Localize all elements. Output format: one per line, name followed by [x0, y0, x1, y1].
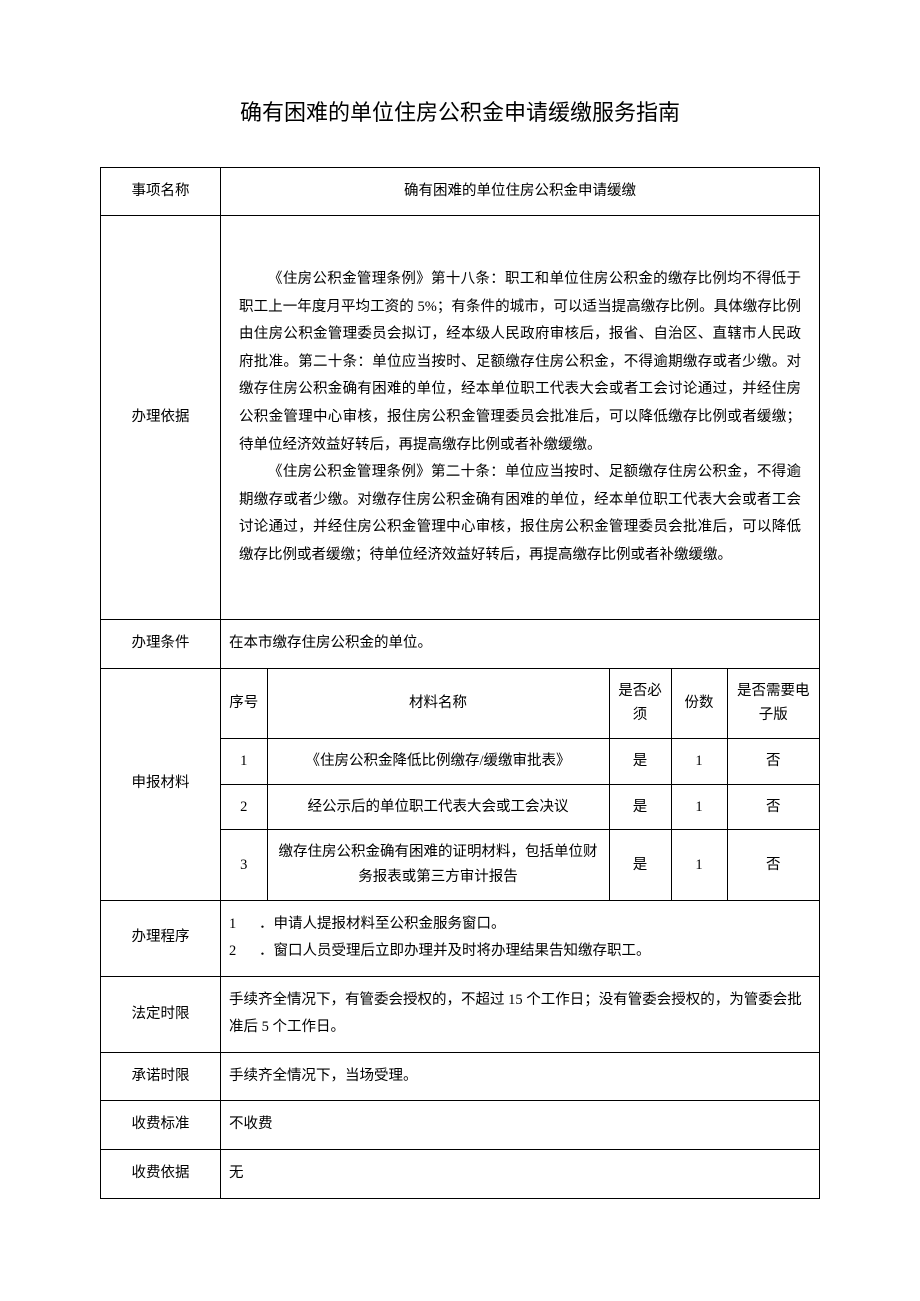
- step2-num: 2: [229, 938, 259, 966]
- value-fee-std: 不收费: [221, 1101, 820, 1150]
- guide-table: 事项名称 确有困难的单位住房公积金申请缓缴 办理依据 《住房公积金管理条例》第十…: [100, 167, 820, 1199]
- step1-text: ．申请人提报材料至公积金服务窗口。: [259, 911, 506, 939]
- m2-copies: 1: [671, 784, 727, 830]
- m3-ecopy: 否: [727, 830, 819, 900]
- step1-num: 1: [229, 911, 259, 939]
- m1-seq: 1: [221, 739, 267, 785]
- label-basis: 办理依据: [101, 216, 221, 620]
- materials-row-2: 2 经公示后的单位职工代表大会或工会决议 是 1 否: [221, 784, 819, 830]
- m1-copies: 1: [671, 739, 727, 785]
- value-fee-basis: 无: [221, 1149, 820, 1198]
- row-procedure: 办理程序 1 ．申请人提报材料至公积金服务窗口。 2 ．窗口人员受理后立即办理并…: [101, 900, 820, 976]
- value-promise-time: 手续齐全情况下，当场受理。: [221, 1052, 820, 1101]
- hdr-copies: 份数: [671, 669, 727, 739]
- label-procedure: 办理程序: [101, 900, 221, 976]
- row-fee-basis: 收费依据 无: [101, 1149, 820, 1198]
- materials-row-3: 3 缴存住房公积金确有困难的证明材料，包括单位财务报表或第三方审计报告 是 1 …: [221, 830, 819, 900]
- materials-header-row: 序号 材料名称 是否必须 份数 是否需要电子版: [221, 669, 819, 739]
- label-fee-basis: 收费依据: [101, 1149, 221, 1198]
- basis-p1: 《住房公积金管理条例》第十八条：职工和单位住房公积金的缴存比例均不得低于职工上一…: [239, 266, 801, 459]
- materials-table: 序号 材料名称 是否必须 份数 是否需要电子版 1 《住房公积金降低比例缴存/缓…: [221, 669, 819, 900]
- m1-ecopy: 否: [727, 739, 819, 785]
- hdr-seq: 序号: [221, 669, 267, 739]
- label-fee-std: 收费标准: [101, 1101, 221, 1150]
- m3-required: 是: [609, 830, 671, 900]
- value-basis: 《住房公积金管理条例》第十八条：职工和单位住房公积金的缴存比例均不得低于职工上一…: [221, 216, 820, 620]
- materials-cell: 序号 材料名称 是否必须 份数 是否需要电子版 1 《住房公积金降低比例缴存/缓…: [221, 668, 820, 900]
- row-fee-std: 收费标准 不收费: [101, 1101, 820, 1150]
- procedure-step-2: 2 ．窗口人员受理后立即办理并及时将办理结果告知缴存职工。: [229, 938, 811, 966]
- m1-name: 《住房公积金降低比例缴存/缓缴审批表》: [267, 739, 609, 785]
- label-condition: 办理条件: [101, 620, 221, 669]
- basis-p2: 《住房公积金管理条例》第二十条：单位应当按时、足额缴存住房公积金，不得逾期缴存或…: [239, 459, 801, 569]
- row-condition: 办理条件 在本市缴存住房公积金的单位。: [101, 620, 820, 669]
- m2-required: 是: [609, 784, 671, 830]
- value-condition: 在本市缴存住房公积金的单位。: [221, 620, 820, 669]
- m2-name: 经公示后的单位职工代表大会或工会决议: [267, 784, 609, 830]
- m3-seq: 3: [221, 830, 267, 900]
- page-title: 确有困难的单位住房公积金申请缓缴服务指南: [100, 95, 820, 127]
- hdr-required: 是否必须: [609, 669, 671, 739]
- step2-text: ．窗口人员受理后立即办理并及时将办理结果告知缴存职工。: [259, 938, 651, 966]
- row-legal-time: 法定时限 手续齐全情况下，有管委会授权的，不超过 15 个工作日；没有管委会授权…: [101, 976, 820, 1052]
- materials-row-1: 1 《住房公积金降低比例缴存/缓缴审批表》 是 1 否: [221, 739, 819, 785]
- m3-copies: 1: [671, 830, 727, 900]
- m1-required: 是: [609, 739, 671, 785]
- m2-ecopy: 否: [727, 784, 819, 830]
- hdr-ecopy: 是否需要电子版: [727, 669, 819, 739]
- label-legal-time: 法定时限: [101, 976, 221, 1052]
- m3-name: 缴存住房公积金确有困难的证明材料，包括单位财务报表或第三方审计报告: [267, 830, 609, 900]
- label-materials: 申报材料: [101, 668, 221, 900]
- row-basis: 办理依据 《住房公积金管理条例》第十八条：职工和单位住房公积金的缴存比例均不得低…: [101, 216, 820, 620]
- value-procedure: 1 ．申请人提报材料至公积金服务窗口。 2 ．窗口人员受理后立即办理并及时将办理…: [221, 900, 820, 976]
- row-promise-time: 承诺时限 手续齐全情况下，当场受理。: [101, 1052, 820, 1101]
- label-promise-time: 承诺时限: [101, 1052, 221, 1101]
- m2-seq: 2: [221, 784, 267, 830]
- row-materials: 申报材料 序号 材料名称 是否必须 份数 是否需要电子版: [101, 668, 820, 900]
- hdr-name: 材料名称: [267, 669, 609, 739]
- value-legal-time: 手续齐全情况下，有管委会授权的，不超过 15 个工作日；没有管委会授权的，为管委…: [221, 976, 820, 1052]
- procedure-step-1: 1 ．申请人提报材料至公积金服务窗口。: [229, 911, 811, 939]
- value-item-name: 确有困难的单位住房公积金申请缓缴: [221, 167, 820, 216]
- row-item-name: 事项名称 确有困难的单位住房公积金申请缓缴: [101, 167, 820, 216]
- label-item-name: 事项名称: [101, 167, 221, 216]
